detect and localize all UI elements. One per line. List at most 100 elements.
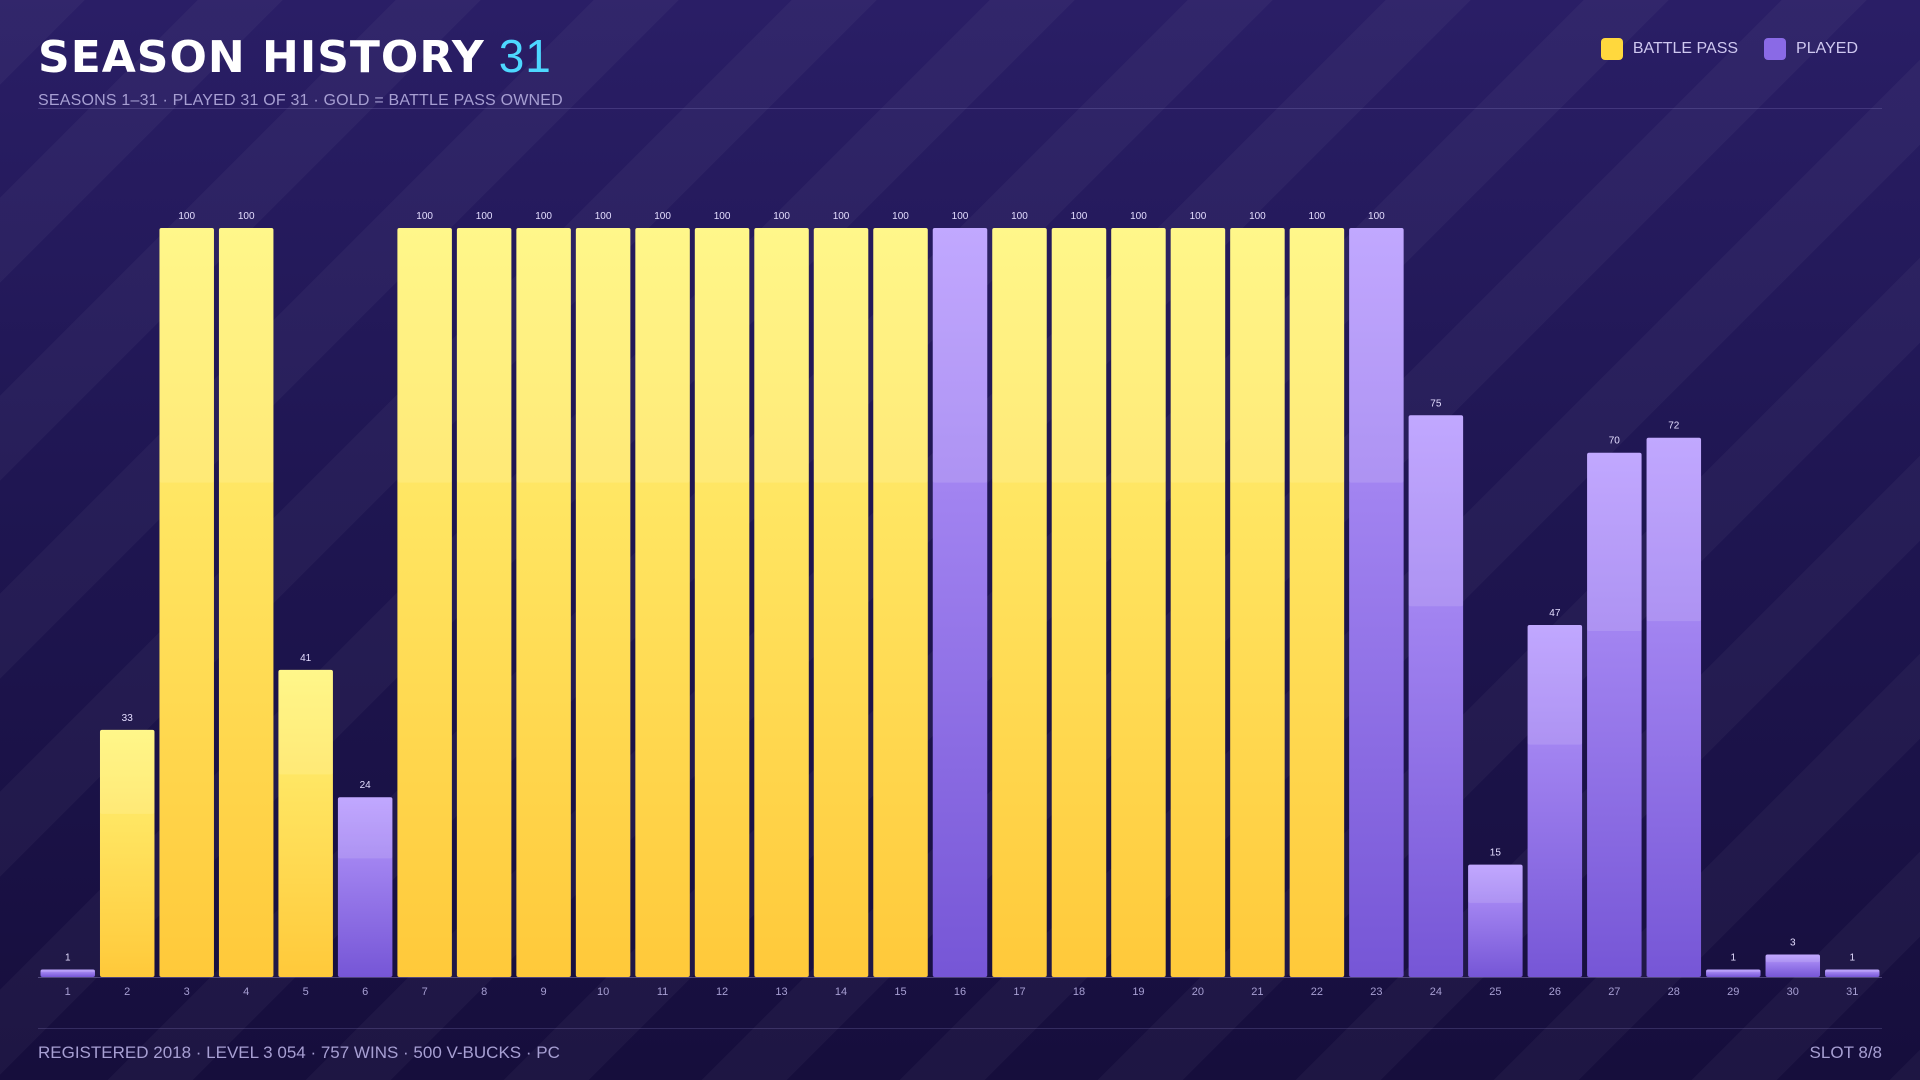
bar-21[interactable] <box>1230 228 1285 977</box>
season-tick-label: 19 <box>1132 986 1144 998</box>
value-label: 100 <box>1309 211 1326 222</box>
bar-5[interactable] <box>278 669 333 977</box>
bar-29[interactable] <box>1706 969 1761 977</box>
bar-31[interactable] <box>1825 969 1880 977</box>
value-label: 100 <box>1011 211 1028 222</box>
season-bar-8[interactable]: 100 8 <box>456 211 512 998</box>
bar-highlight <box>1765 954 1821 963</box>
value-label: 1 <box>65 953 71 964</box>
bar-12[interactable] <box>694 228 750 977</box>
bar-2[interactable] <box>99 729 155 977</box>
season-bar-30[interactable]: 3 30 <box>1765 938 1821 998</box>
season-bar-22[interactable]: 100 22 <box>1289 211 1345 998</box>
bar-highlight <box>1825 969 1880 973</box>
bar-4[interactable] <box>218 228 274 977</box>
season-bar-19[interactable]: 100 19 <box>1111 211 1166 998</box>
legend-label-played: PLAYED <box>1796 40 1858 57</box>
season-tick-label: 4 <box>243 986 249 998</box>
season-tick-label: 20 <box>1192 986 1204 998</box>
bar-19[interactable] <box>1111 228 1166 977</box>
season-tick-label: 9 <box>541 986 547 998</box>
season-bar-26[interactable]: 47 26 <box>1527 608 1583 998</box>
season-tick-label: 30 <box>1787 986 1799 998</box>
bar-highlight <box>754 228 809 483</box>
season-bar-17[interactable]: 100 17 <box>992 211 1047 998</box>
season-bar-24[interactable]: 75 24 <box>1408 398 1464 998</box>
bar-13[interactable] <box>754 228 809 977</box>
bar-17[interactable] <box>992 228 1047 977</box>
value-label: 70 <box>1609 436 1621 447</box>
bar-7[interactable] <box>397 228 452 977</box>
season-tick-label: 12 <box>716 986 728 998</box>
bar-25[interactable] <box>1468 864 1523 977</box>
season-bar-21[interactable]: 100 21 <box>1230 211 1285 998</box>
bar-23[interactable] <box>1349 228 1404 977</box>
season-tick-label: 10 <box>597 986 609 998</box>
season-bar-16[interactable]: 100 16 <box>932 211 988 998</box>
season-tick-label: 23 <box>1370 986 1382 998</box>
season-bar-23[interactable]: 100 23 <box>1349 211 1404 998</box>
bar-10[interactable] <box>575 228 631 977</box>
bar-highlight <box>516 228 571 483</box>
bar-30[interactable] <box>1765 954 1821 977</box>
legend-label-battle-pass: BATTLE PASS <box>1632 40 1739 57</box>
bar-28[interactable] <box>1646 437 1702 978</box>
legend-item-played: PLAYED <box>1764 38 1858 60</box>
season-bar-7[interactable]: 100 7 <box>397 211 452 998</box>
season-bar-15[interactable]: 100 15 <box>873 211 928 998</box>
season-bar-31[interactable]: 1 31 <box>1825 953 1880 998</box>
bar-27[interactable] <box>1587 452 1642 977</box>
season-bar-20[interactable]: 100 20 <box>1170 211 1226 998</box>
value-label: 47 <box>1549 608 1561 619</box>
season-bar-13[interactable]: 100 13 <box>754 211 809 998</box>
bar-26[interactable] <box>1527 624 1583 977</box>
season-tick-label: 15 <box>894 986 906 998</box>
season-bar-1[interactable]: 11 <box>40 953 95 998</box>
bar-14[interactable] <box>813 228 869 977</box>
bar-6[interactable] <box>337 797 393 977</box>
bar-16[interactable] <box>932 228 988 977</box>
bar-highlight <box>992 228 1047 483</box>
value-label: 72 <box>1668 421 1680 432</box>
bar-1[interactable] <box>40 969 95 977</box>
season-bar-3[interactable]: 100 3 <box>159 211 214 998</box>
season-tick-label: 7 <box>422 986 428 998</box>
bar-11[interactable] <box>635 228 690 977</box>
bar-24[interactable] <box>1408 415 1464 977</box>
bar-highlight <box>1646 437 1702 622</box>
bar-18[interactable] <box>1051 228 1107 977</box>
page-title: SEASON HISTORY 31 <box>38 28 552 86</box>
value-label: 100 <box>654 211 671 222</box>
bar-15[interactable] <box>873 228 928 977</box>
season-bar-9[interactable]: 100 9 <box>516 211 571 998</box>
season-bar-11[interactable]: 100 11 <box>635 211 690 998</box>
season-bar-4[interactable]: 100 4 <box>218 211 274 998</box>
season-bar-28[interactable]: 72 28 <box>1646 421 1702 998</box>
bar-22[interactable] <box>1289 228 1345 977</box>
value-label: 15 <box>1490 848 1502 859</box>
bar-9[interactable] <box>516 228 571 977</box>
bar-20[interactable] <box>1170 228 1226 977</box>
title-text: SEASON HISTORY <box>38 32 485 83</box>
season-bar-6[interactable]: 24 6 <box>337 780 393 998</box>
bar-3[interactable] <box>159 228 214 977</box>
season-bar-5[interactable]: 41 5 <box>278 653 333 998</box>
value-label: 1 <box>1731 953 1737 964</box>
season-bar-29[interactable]: 1 29 <box>1706 953 1761 998</box>
season-tick-label: 17 <box>1013 986 1025 998</box>
season-bar-12[interactable]: 100 12 <box>694 211 750 998</box>
season-bar-27[interactable]: 70 27 <box>1587 436 1642 998</box>
value-label: 100 <box>595 211 612 222</box>
season-bar-2[interactable]: 33 2 <box>99 713 155 998</box>
season-tick-label: 11 <box>657 986 668 998</box>
bar-8[interactable] <box>456 228 512 977</box>
season-bar-14[interactable]: 100 14 <box>813 211 869 998</box>
season-tick-label: 13 <box>775 986 787 998</box>
season-bar-18[interactable]: 100 18 <box>1051 211 1107 998</box>
value-label: 33 <box>122 713 134 724</box>
profile-summary: REGISTERED 2018 · LEVEL 3 054 · 757 WINS… <box>38 1043 560 1062</box>
season-bar-10[interactable]: 100 10 <box>575 211 631 998</box>
value-label: 100 <box>1130 211 1147 222</box>
